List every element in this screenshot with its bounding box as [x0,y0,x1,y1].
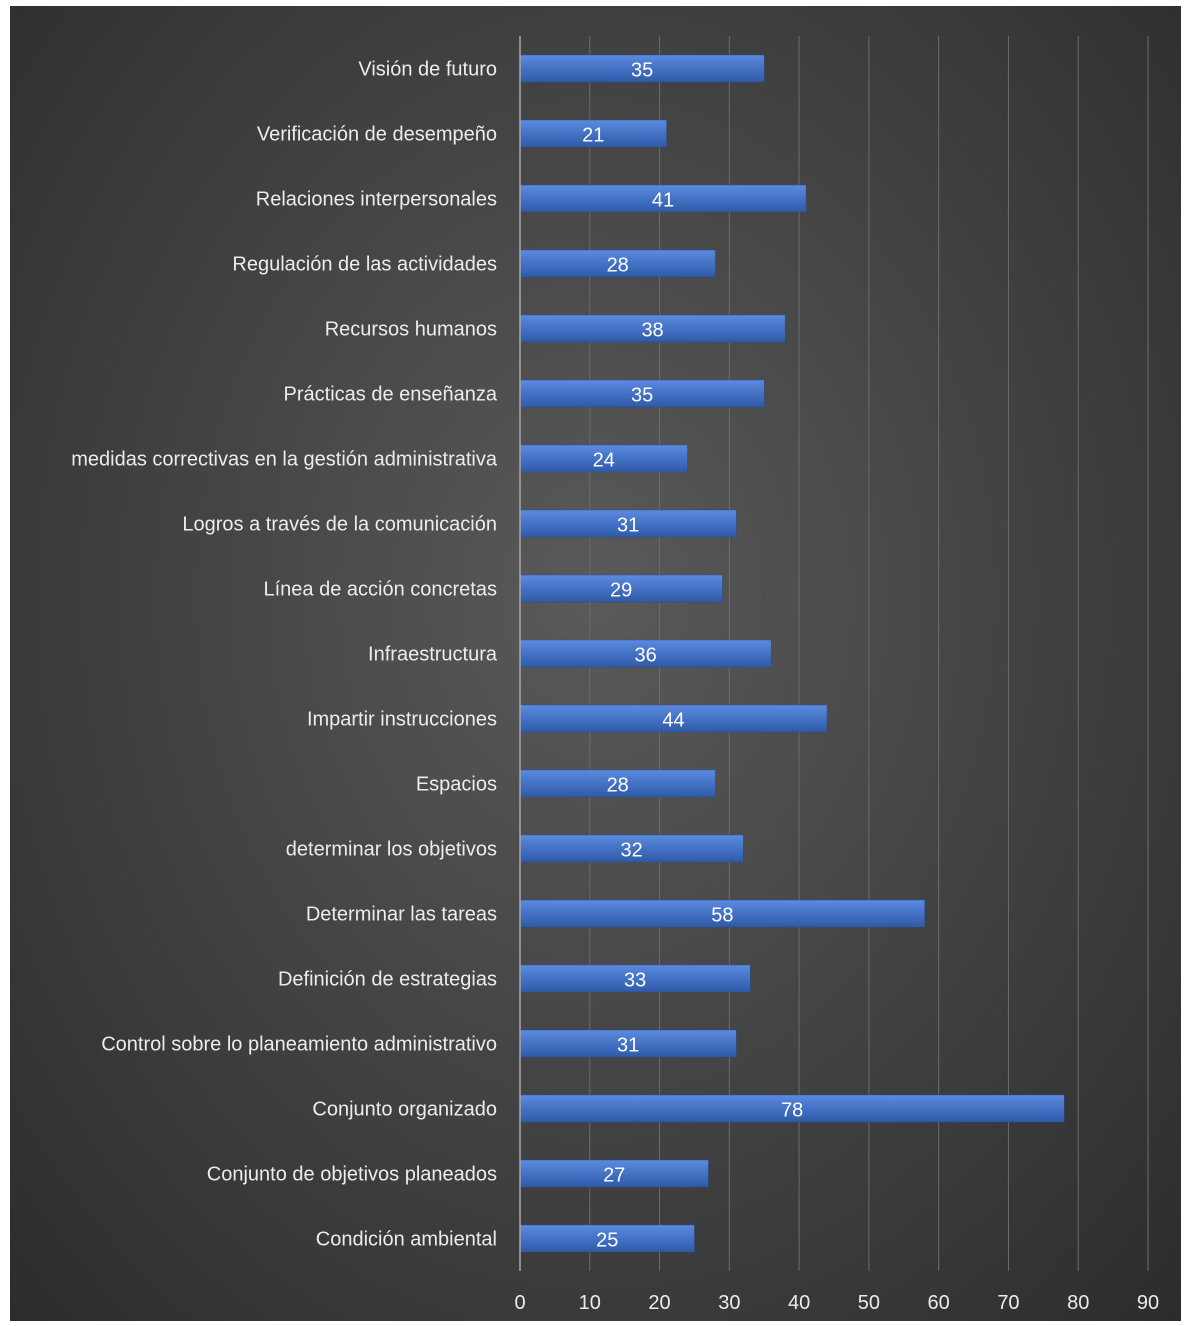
category-label: Relaciones interpersonales [256,189,497,211]
data-label: 25 [596,1230,618,1252]
bar [519,1094,1065,1123]
bar [519,964,751,993]
category-label: determinar los objetivos [286,839,497,861]
category-label: Prácticas de enseñanza [284,384,498,406]
x-tick-label: 0 [514,1292,525,1314]
data-label: 44 [662,710,684,732]
bar [519,314,786,343]
x-tick-label: 90 [1137,1292,1159,1314]
data-label: 35 [631,60,653,82]
bar [519,704,828,733]
category-label: Espacios [416,774,497,796]
category-label: Definición de estrategias [278,969,497,991]
bar [519,54,765,83]
category-label: Línea de acción concretas [264,579,498,601]
category-label: Condición ambiental [316,1229,497,1251]
bar [519,834,744,863]
bar [519,184,807,213]
category-label: medidas correctivas en la gestión admini… [71,449,498,471]
data-label: 32 [621,840,643,862]
category-label: Control sobre lo planeamiento administra… [101,1034,497,1056]
data-label: 35 [631,385,653,407]
bar [519,1029,737,1058]
data-label: 29 [610,580,632,602]
bar [519,639,772,668]
data-label: 38 [641,320,663,342]
category-label: Verificación de desempeño [257,124,497,146]
bar [519,899,925,928]
data-label: 41 [652,190,674,212]
category-label: Infraestructura [368,644,498,666]
labels: 0 10 20 30 40 50 60 70 80 90 Visión de futuro 35 Ver… [71,59,1159,1315]
data-label: 33 [624,970,646,992]
category-label: Conjunto de objetivos planeados [207,1164,497,1186]
category-label: Determinar las tareas [306,904,497,926]
category-label: Visión de futuro [358,59,497,81]
bar-chart: 0 10 20 30 40 50 60 70 80 90 Visión de futuro 35 Ver… [71,36,1159,1315]
category-label: Recursos humanos [325,319,497,341]
category-label: Regulación de las actividades [232,254,497,276]
bar [519,1159,709,1188]
bar [519,119,667,148]
bar [519,249,716,278]
category-label: Conjunto organizado [312,1099,497,1121]
x-tick-label: 70 [997,1292,1019,1314]
data-label: 31 [617,515,639,537]
category-label: Impartir instrucciones [307,709,497,731]
bar [519,444,688,473]
bars [519,54,1065,1253]
data-label: 27 [603,1165,625,1187]
bar [519,379,765,408]
data-label: 78 [781,1100,803,1122]
x-tick-label: 50 [858,1292,880,1314]
category-label: Logros a través de la comunicación [182,514,497,536]
x-tick-label: 10 [579,1292,601,1314]
gridlines [589,36,1149,1271]
x-tick-label: 40 [788,1292,810,1314]
data-label: 31 [617,1035,639,1057]
data-label: 28 [607,255,629,277]
bar [519,509,737,538]
data-label: 28 [607,775,629,797]
data-label: 58 [711,905,733,927]
x-tick-label: 60 [928,1292,950,1314]
bar [519,769,716,798]
data-label: 21 [582,125,604,147]
x-tick-label: 80 [1067,1292,1089,1314]
data-label: 36 [634,645,656,667]
x-tick-label: 30 [718,1292,740,1314]
bar [519,1224,695,1253]
chart-area: 0 10 20 30 40 50 60 70 80 90 Visión de futuro 35 Ver… [10,6,1181,1321]
data-label: 24 [593,450,615,472]
x-tick-label: 20 [648,1292,670,1314]
